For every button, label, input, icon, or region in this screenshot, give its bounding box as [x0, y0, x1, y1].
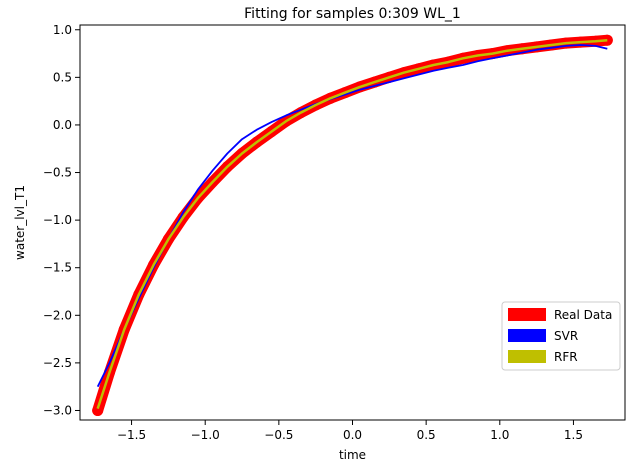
- legend-swatch-rfr: [508, 350, 546, 363]
- x-tick-label: 0.0: [343, 428, 362, 442]
- axes-layer: −1.5 −1.0 −0.5 0.0 0.5 1.0 1.5 1.0 0.5 0.0 −0.5 −1.…: [43, 23, 626, 442]
- chart-title: Fitting for samples 0:309 WL_1: [244, 6, 461, 22]
- legend-label-svr: SVR: [554, 329, 578, 343]
- series-line-svr: [96, 44, 608, 388]
- y-tick-label: −2.5: [43, 356, 72, 370]
- x-tick-label: −1.5: [117, 428, 146, 442]
- plot-layer: [92, 34, 613, 416]
- y-tick-label: −1.0: [43, 213, 72, 227]
- y-tick-label: −1.5: [43, 261, 72, 275]
- legend: Real Data SVR RFR: [501, 301, 621, 371]
- y-tick-label: 0.5: [53, 70, 72, 84]
- y-tick-label: −0.5: [43, 166, 72, 180]
- x-tick-label: 1.0: [490, 428, 509, 442]
- series-line-rfr: [96, 38, 608, 409]
- x-tick-label: 1.5: [564, 428, 583, 442]
- x-tick-label: −1.0: [191, 428, 220, 442]
- legend-swatch-svr: [508, 329, 546, 342]
- y-tick-label: 0.0: [53, 118, 72, 132]
- y-tick-label: −2.0: [43, 308, 72, 322]
- y-axis-label: water_lvl_T1: [13, 185, 27, 260]
- y-tick-label: 1.0: [53, 23, 72, 37]
- x-tick-label: −0.5: [264, 428, 293, 442]
- legend-label-real-data: Real Data: [554, 308, 612, 322]
- y-tick-label: −3.0: [43, 403, 72, 417]
- legend-label-rfr: RFR: [554, 350, 578, 364]
- x-axis-label: time: [339, 448, 366, 462]
- data-point-real-data: [92, 405, 104, 416]
- x-tick-label: 0.5: [417, 428, 436, 442]
- legend-swatch-real-data: [508, 308, 546, 321]
